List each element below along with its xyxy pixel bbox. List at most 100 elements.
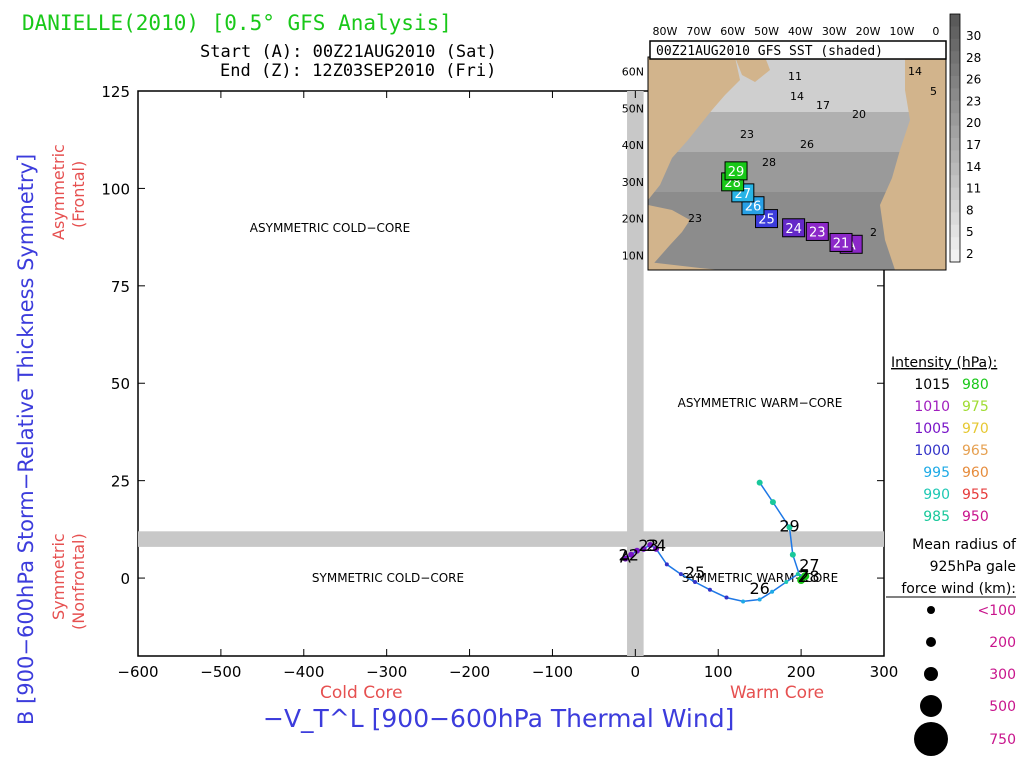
track-point bbox=[769, 499, 776, 506]
track-point bbox=[784, 579, 789, 584]
legend-intensity-value: 985 bbox=[923, 509, 950, 525]
quadrant-dividers bbox=[138, 91, 884, 656]
day-label: 23 bbox=[638, 536, 658, 555]
legend-intensity-title: Intensity (hPa): bbox=[891, 355, 997, 371]
inset-colorbar-swatch bbox=[950, 38, 960, 52]
legend-radius-dot bbox=[920, 695, 942, 717]
inset-track-box bbox=[782, 218, 806, 238]
inset-colorbar-label: 26 bbox=[966, 73, 981, 87]
inset-track-label: 25 bbox=[758, 213, 775, 228]
inset-colorbar-label: 30 bbox=[966, 29, 981, 43]
legend-intensity-value: 1010 bbox=[914, 399, 950, 415]
inset-contour-label: 28 bbox=[762, 156, 776, 169]
inset-colorbar-label: 23 bbox=[966, 94, 981, 108]
inset-colorbar-swatch bbox=[950, 138, 960, 151]
day-label: Z bbox=[798, 567, 809, 586]
inset-colorbar-label: 20 bbox=[966, 116, 981, 130]
y-annotation-upper-2: (Frontal) bbox=[69, 161, 88, 228]
axis-ticks: −600 −500 −400 −300 −200 −100 0 100 200 300 0 25 50 7… bbox=[101, 83, 898, 681]
day-label: 25 bbox=[685, 563, 705, 582]
legend: Intensity (hPa): 1015 980 1010 975 1005 970 100… bbox=[886, 355, 1017, 756]
inset-lon-label: 80W bbox=[652, 25, 677, 38]
inset-colorbar-label: 11 bbox=[966, 182, 981, 196]
day-label: 22 bbox=[619, 546, 639, 565]
y-axis-title: B [900−600hPa Storm−Relative Thickness S… bbox=[14, 154, 38, 725]
inset-track-label: 23 bbox=[809, 225, 826, 240]
x-tick-label: −100 bbox=[532, 663, 573, 681]
y-tick-label: 25 bbox=[111, 473, 130, 491]
inset-land-europe-africa bbox=[880, 57, 946, 270]
day-label: 28 bbox=[799, 567, 819, 586]
inset-lon-label: 20W bbox=[856, 25, 881, 38]
track-point bbox=[789, 551, 796, 558]
inset-colorbar-frame bbox=[949, 13, 961, 263]
inset-lon-label: 40W bbox=[788, 25, 813, 38]
x-tick-label: 100 bbox=[704, 663, 733, 681]
legend-intensity-value: 960 bbox=[962, 465, 989, 481]
legend-intensity-value: 965 bbox=[962, 443, 989, 459]
y-annotation-upper-1: Asymmetric bbox=[49, 144, 68, 240]
inset-colorbar-swatch bbox=[950, 212, 960, 226]
legend-radius-dot bbox=[924, 667, 938, 681]
legend-radius-dot bbox=[926, 637, 936, 647]
divider-vertical bbox=[627, 91, 644, 656]
end-time: End (Z): 12Z03SEP2010 (Fri) bbox=[220, 61, 496, 81]
legend-radius-label: <100 bbox=[978, 603, 1016, 619]
track-point bbox=[724, 595, 729, 600]
legend-intensity-value: 990 bbox=[923, 487, 950, 503]
inset-track-box bbox=[829, 232, 853, 252]
track-point bbox=[770, 589, 775, 594]
y-tick-label: 75 bbox=[111, 278, 130, 296]
divider-horizontal bbox=[138, 531, 884, 547]
inset-contour-label: 23 bbox=[740, 128, 754, 141]
inset-title-box bbox=[649, 40, 947, 60]
track-point bbox=[628, 551, 635, 558]
track-point bbox=[622, 555, 629, 562]
legend-radius-label: 500 bbox=[989, 699, 1016, 715]
inset-lon-label: 50W bbox=[754, 25, 779, 38]
x-tick-label: 300 bbox=[870, 663, 899, 681]
inset-land-central-america bbox=[648, 205, 690, 270]
track-point bbox=[756, 479, 763, 486]
track-point bbox=[795, 572, 800, 577]
inset-colorbar-label: 14 bbox=[966, 160, 981, 174]
track-point bbox=[633, 547, 640, 554]
legend-intensity-value: 995 bbox=[923, 465, 950, 481]
legend-intensity-value: 1005 bbox=[914, 421, 950, 437]
inset-colorbar-swatch bbox=[950, 187, 960, 201]
track-point bbox=[741, 599, 746, 604]
inset-colorbar-swatch bbox=[950, 249, 960, 263]
legend-intensity-value: 975 bbox=[962, 399, 989, 415]
legend-radius-title: force wind (km): bbox=[901, 581, 1016, 597]
inset-lon-label: 60W bbox=[720, 25, 745, 38]
inset-colorbar-swatch bbox=[950, 224, 960, 238]
quadrant-label-ur: ASYMMETRIC WARM−CORE bbox=[678, 396, 843, 410]
legend-intensity-value: 955 bbox=[962, 487, 989, 503]
sst-inset-map: 00Z21AUG2010 GFS SST (shaded)80W 70W 60W 50… bbox=[622, 13, 981, 271]
inset-colorbar-label: 5 bbox=[966, 225, 974, 239]
inset-contour-label: 14 bbox=[790, 90, 804, 103]
legend-intensity-value: 1000 bbox=[914, 443, 950, 459]
inset-colorbar-label: 2 bbox=[966, 247, 974, 261]
track-path bbox=[624, 482, 807, 603]
track-point bbox=[786, 524, 793, 531]
x-tick-label: 0 bbox=[631, 663, 641, 681]
legend-intensity-value: 970 bbox=[962, 421, 989, 437]
track-point bbox=[707, 587, 712, 592]
track-point bbox=[693, 579, 698, 584]
legend-intensity-value: 950 bbox=[962, 509, 989, 525]
inset-colorbar-swatch bbox=[950, 26, 960, 40]
legend-radius-title: Mean radius of bbox=[912, 537, 1017, 553]
legend-intensity-value: 980 bbox=[962, 377, 989, 393]
track-point bbox=[653, 545, 660, 552]
quadrant-label-ul: ASYMMETRIC COLD−CORE bbox=[250, 221, 410, 235]
inset-lat-label: 30N bbox=[622, 176, 644, 189]
inset-lat-label: 50N bbox=[622, 102, 644, 115]
inset-contour-label: 2 bbox=[870, 226, 877, 239]
y-tick-label: 100 bbox=[101, 180, 130, 198]
legend-radius-label: 750 bbox=[989, 732, 1016, 748]
inset-track-label: 24 bbox=[785, 222, 802, 237]
inset-contour-label: 26 bbox=[800, 138, 814, 151]
track-point bbox=[757, 597, 762, 602]
